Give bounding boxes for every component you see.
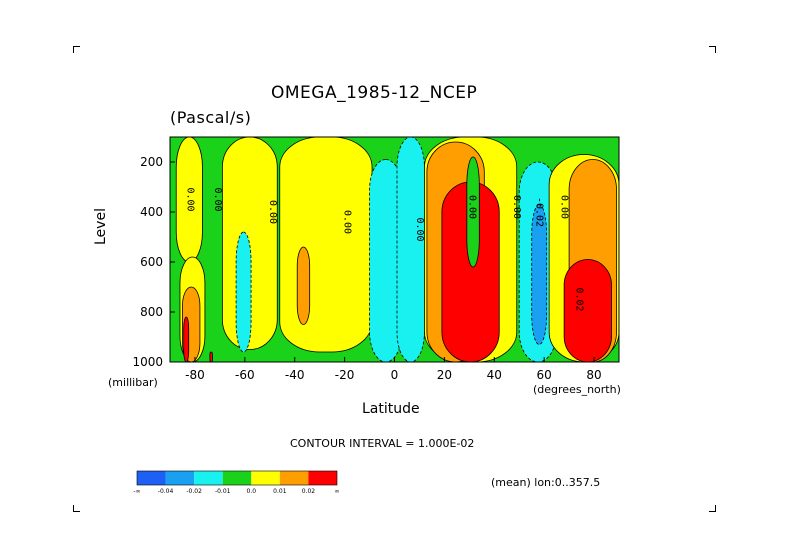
y-tick-label: 400 — [140, 205, 163, 219]
colorbar-frame — [136, 470, 338, 486]
contour-label-layer: 0.00 0.00 0.00 0.00 0.00 0.00 0.00 -0.02 0.00 0.0… — [184, 187, 584, 311]
y-tick-label: 800 — [140, 305, 163, 319]
x-tick-label: 60 — [537, 368, 552, 382]
colorbar-label: -0.02 — [186, 488, 202, 495]
x-axis-units: (degrees_north) — [533, 383, 621, 396]
y-tick-layer: 200 400 600 800 1000 — [132, 155, 175, 369]
x-tick-layer: -80 -60 -40 -20 0 20 40 60 80 — [185, 357, 602, 382]
contour-region-red — [209, 351, 213, 363]
colorbar: -∞ -0.04 -0.02 -0.01 0.0 0.01 0.02 ∞ — [133, 470, 340, 495]
contour-region-yellow — [279, 136, 373, 353]
colorbar-swatch — [251, 471, 280, 485]
colorbar-swatch — [194, 471, 223, 485]
y-tick-label: 1000 — [132, 355, 163, 369]
contour-region-orange — [296, 246, 311, 325]
colorbar-label: 0.01 — [273, 488, 287, 495]
contour-label: 0.00 — [559, 195, 570, 219]
x-tick-label: -80 — [185, 368, 205, 382]
corner-mark-bottom-left — [73, 505, 80, 512]
colorbar-swatch — [308, 471, 337, 485]
colorbar-label: -0.01 — [215, 488, 231, 495]
colorbar-swatch — [137, 471, 166, 485]
y-axis-units: (millibar) — [108, 376, 158, 389]
contour-label: 0.00 — [511, 195, 522, 219]
contour-label: -0.02 — [534, 197, 545, 227]
x-tick-label: -60 — [235, 368, 255, 382]
corner-mark-top-right — [709, 46, 716, 53]
contour-fill-layer — [170, 136, 620, 363]
contour-region-red — [183, 316, 190, 363]
chart-title: OMEGA_1985-12_NCEP — [271, 83, 478, 103]
x-tick-label: -40 — [285, 368, 305, 382]
x-tick-label: 40 — [487, 368, 502, 382]
contour-label: 0.00 — [212, 187, 223, 211]
y-tick-label: 200 — [140, 155, 163, 169]
x-tick-label: 20 — [437, 368, 452, 382]
contour-label: 0.00 — [466, 195, 477, 219]
corner-mark-bottom-right — [709, 505, 716, 512]
x-axis-label: Latitude — [362, 401, 420, 417]
colorbar-label: 0.0 — [247, 488, 257, 495]
contour-region-red — [563, 259, 612, 363]
contour-label: 0.00 — [342, 210, 353, 234]
colorbar-swatch — [165, 471, 195, 485]
colorbar-label: ∞ — [335, 488, 340, 495]
x-tick-label: 0 — [391, 368, 399, 382]
contour-label: 0.00 — [414, 217, 425, 241]
x-tick-label: -20 — [335, 368, 355, 382]
colorbar-label: 0.02 — [302, 488, 316, 495]
colorbar-label: -∞ — [133, 488, 140, 495]
contour-label: 0.00 — [184, 187, 195, 211]
contour-label: 0.00 — [267, 200, 278, 224]
y-tick-label: 600 — [140, 255, 163, 269]
x-tick-label: 80 — [586, 368, 601, 382]
contour-region-cyan — [396, 136, 425, 363]
colorbar-swatch — [222, 471, 252, 485]
contour-interval-text: CONTOUR INTERVAL = 1.000E-02 — [290, 437, 475, 450]
colorbar-swatch — [279, 471, 309, 485]
chart-units: (Pascal/s) — [170, 108, 252, 127]
y-axis-label: Level — [93, 208, 109, 245]
corner-mark-top-left — [73, 46, 80, 53]
mean-longitude-text: (mean) lon:0..357.5 — [491, 476, 601, 489]
contour-region-blue — [531, 204, 548, 345]
contour-label: 0.02 — [574, 287, 585, 311]
contour-region-cyan — [235, 231, 252, 353]
colorbar-label: -0.04 — [158, 488, 174, 495]
contour-region-green — [466, 156, 480, 268]
